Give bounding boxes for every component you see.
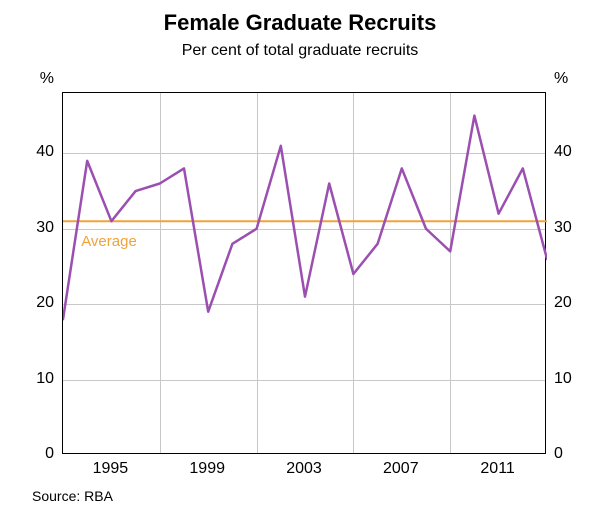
y-axis-unit-left: % xyxy=(22,70,54,88)
chart-subtitle: Per cent of total graduate recruits xyxy=(0,42,600,60)
y-tick-label-left: 40 xyxy=(22,143,54,161)
y-tick-label-right: 40 xyxy=(554,143,572,161)
gridline-vertical xyxy=(160,93,161,453)
x-tick-label: 1995 xyxy=(93,460,129,478)
gridline-horizontal xyxy=(63,380,545,381)
x-tick-label: 2011 xyxy=(480,460,514,478)
y-tick-label-right: 10 xyxy=(554,370,572,388)
plot-area: Average xyxy=(62,92,546,454)
chart-svg xyxy=(63,93,547,455)
x-tick-label: 2003 xyxy=(286,460,322,478)
y-tick-label-right: 20 xyxy=(554,294,572,312)
y-tick-label-right: 30 xyxy=(554,219,572,237)
source-text: Source: RBA xyxy=(32,488,113,504)
x-tick-label: 1999 xyxy=(189,460,225,478)
y-tick-label-right: 0 xyxy=(554,445,563,463)
y-tick-label-left: 20 xyxy=(22,294,54,312)
gridline-vertical xyxy=(450,93,451,453)
chart-title: Female Graduate Recruits xyxy=(0,10,600,36)
gridline-vertical xyxy=(257,93,258,453)
x-tick-label: 2007 xyxy=(383,460,419,478)
gridline-horizontal xyxy=(63,153,545,154)
gridline-vertical xyxy=(353,93,354,453)
y-tick-label-left: 30 xyxy=(22,219,54,237)
gridline-horizontal xyxy=(63,229,545,230)
average-label: Average xyxy=(81,233,137,250)
chart-container: Female Graduate Recruits Per cent of tot… xyxy=(0,0,600,518)
gridline-horizontal xyxy=(63,304,545,305)
y-tick-label-left: 0 xyxy=(22,445,54,463)
y-axis-unit-right: % xyxy=(554,70,568,88)
y-tick-label-left: 10 xyxy=(22,370,54,388)
series-line xyxy=(63,116,547,320)
